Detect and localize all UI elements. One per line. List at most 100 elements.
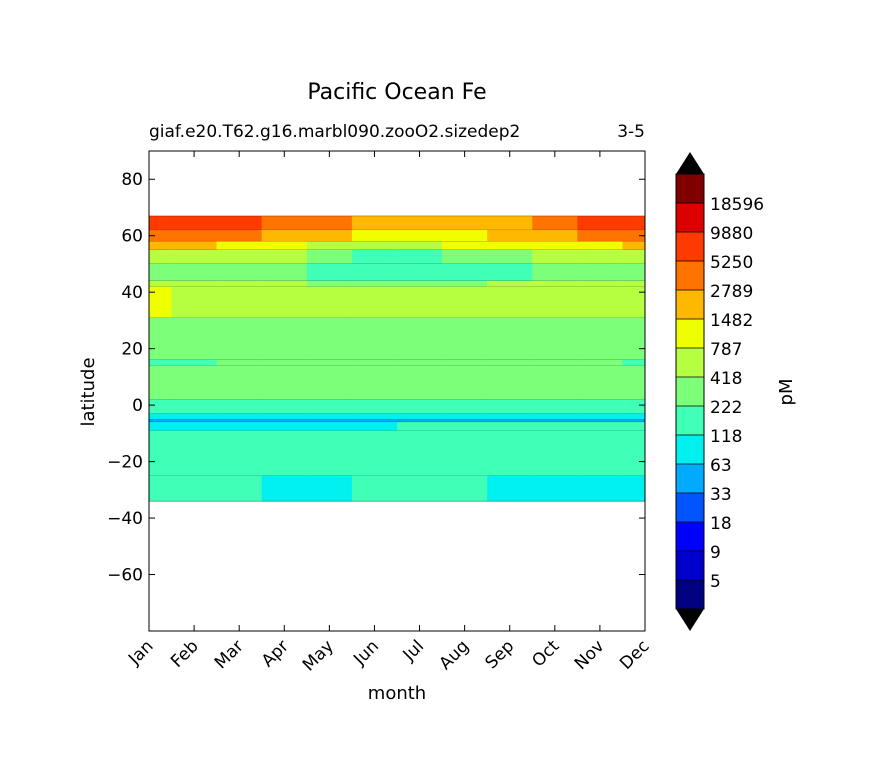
heatmap-cell-4-11 — [622, 263, 645, 282]
heatmap-cell-10-4 — [306, 399, 353, 414]
heatmap-cell-15-1 — [171, 475, 218, 502]
heatmap-cell-14-11 — [622, 430, 645, 477]
colorbar-tick-label: 63 — [710, 456, 732, 476]
colorbar-tick-label: 5250 — [710, 253, 753, 273]
heatmap-cell-11-6 — [397, 413, 443, 420]
heatmap-cell-6-6 — [397, 286, 443, 318]
colorbar-segment — [676, 522, 704, 552]
heatmap-cell-14-10 — [577, 430, 624, 477]
y-tick-label: −40 — [107, 509, 143, 529]
colorbar-tick-label: 787 — [710, 340, 742, 360]
heatmap-cell-14-9 — [532, 430, 578, 477]
colorbar-segment — [676, 203, 704, 233]
heatmap-cell-7-4 — [306, 317, 353, 361]
heatmap-cell-15-2 — [216, 475, 263, 502]
y-tick-label: 20 — [121, 340, 143, 360]
heatmap-cell-4-0 — [149, 263, 173, 282]
colorbar-segment — [676, 435, 704, 465]
heatmap-cell-13-10 — [577, 422, 624, 431]
heatmap-cell-4-2 — [216, 263, 263, 282]
heatmap-cell-6-5 — [351, 286, 398, 318]
heatmap-cell-0-1 — [171, 215, 218, 231]
heatmap-cell-10-5 — [351, 399, 398, 414]
heatmap-cell-12-1 — [171, 419, 218, 423]
heatmap-cell-2-2 — [216, 241, 263, 251]
heatmap-cell-12-3 — [261, 419, 308, 423]
heatmap-cell-7-1 — [171, 317, 218, 361]
heatmap-cell-5-0 — [149, 280, 173, 287]
heatmap-cell-0-9 — [532, 215, 578, 231]
heatmap-cell-12-6 — [397, 419, 443, 423]
heatmap-cell-0-8 — [487, 215, 533, 231]
heatmap-cell-11-4 — [306, 413, 353, 420]
y-tick-label: 40 — [121, 283, 143, 303]
heatmap-cell-1-11 — [622, 230, 645, 242]
heatmap-cell-3-6 — [397, 249, 443, 265]
heatmap-cell-1-1 — [171, 230, 218, 242]
heatmap-cell-15-7 — [442, 475, 488, 502]
heatmap-cell-11-5 — [351, 413, 398, 420]
colorbar-segment — [676, 232, 704, 262]
heatmap-cell-5-5 — [351, 280, 398, 287]
heatmap-cell-10-7 — [442, 399, 488, 414]
heatmap-cell-11-9 — [532, 413, 578, 420]
colorbar-segment — [676, 174, 704, 204]
x-tick-label: Nov — [571, 636, 609, 674]
heatmap-cell-2-4 — [306, 241, 353, 251]
colorbar-segment — [676, 464, 704, 494]
heatmap-cell-3-11 — [622, 249, 645, 265]
y-axis-label: latitude — [78, 357, 99, 426]
heatmap-cell-0-11 — [622, 215, 645, 231]
heatmap-cell-1-3 — [261, 230, 308, 242]
colorbar-tick-label: 222 — [710, 398, 742, 418]
heatmap-cell-3-4 — [306, 249, 353, 265]
heatmap-cell-6-10 — [577, 286, 624, 318]
heatmap-cell-13-9 — [532, 422, 578, 431]
heatmap-cell-10-11 — [622, 399, 645, 414]
y-axis: −60 −40 −20 0 20 40 60 80 — [107, 170, 645, 586]
y-tick-label: 0 — [132, 396, 143, 416]
heatmap-cell-10-9 — [532, 399, 578, 414]
chart-title: Pacific Ocean Fe — [307, 80, 486, 105]
heatmap-cell-2-5 — [351, 241, 398, 251]
heatmap-cell-10-2 — [216, 399, 263, 414]
heatmap-cell-1-7 — [442, 230, 488, 242]
heatmap-cell-4-3 — [261, 263, 308, 282]
heatmap-cell-0-2 — [216, 215, 263, 231]
heatmap-cell-2-1 — [171, 241, 218, 251]
heatmap-cell-13-11 — [622, 422, 645, 431]
heatmap-cell-5-11 — [622, 280, 645, 287]
colorbar-frame — [675, 173, 705, 610]
heatmap-cell-0-6 — [397, 215, 443, 231]
heatmap-cell-4-7 — [442, 263, 488, 282]
heatmap-cell-1-2 — [216, 230, 263, 242]
colorbar-segment — [676, 406, 704, 436]
heatmap-cell-13-4 — [306, 422, 353, 431]
colorbar-tick-label: 9880 — [710, 224, 753, 244]
heatmap-cell-3-10 — [577, 249, 624, 265]
heatmap-cell-15-9 — [532, 475, 578, 502]
heatmap-cell-11-7 — [442, 413, 488, 420]
heatmap-cell-13-1 — [171, 422, 218, 431]
heatmap-cell-6-8 — [487, 286, 533, 318]
heatmap-cell-7-10 — [577, 317, 624, 361]
chart-subtitle: giaf.e20.T62.g16.marbl090.zooO2.sizedep2 — [149, 122, 520, 142]
heatmap-cell-11-8 — [487, 413, 533, 420]
heatmap-cell-5-7 — [442, 280, 488, 287]
heatmap-cell-12-7 — [442, 419, 488, 423]
heatmap-cell-3-7 — [442, 249, 488, 265]
heatmap-cell-12-0 — [149, 419, 173, 423]
heatmap-cell-14-5 — [351, 430, 398, 477]
heatmap-cell-9-3 — [261, 365, 308, 400]
heatmap-cell-8-5 — [351, 359, 398, 366]
heatmap-cell-5-2 — [216, 280, 263, 287]
heatmap-cell-6-9 — [532, 286, 578, 318]
heatmap-cell-2-7 — [442, 241, 488, 251]
heatmap-cell-6-3 — [261, 286, 308, 318]
y-tick-label: 60 — [121, 227, 143, 247]
colorbar-tick-label: 1482 — [710, 311, 753, 331]
heatmap-cell-8-8 — [487, 359, 533, 366]
heatmap-cell-3-1 — [171, 249, 218, 265]
colorbar-tick-label: 418 — [710, 369, 742, 389]
y-tick-label: −60 — [107, 566, 143, 586]
